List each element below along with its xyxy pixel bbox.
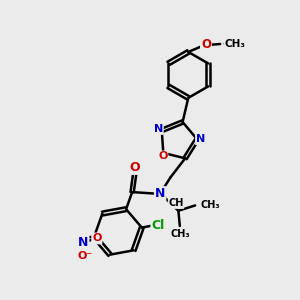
Text: CH₃: CH₃ — [200, 200, 220, 210]
Text: N: N — [155, 187, 165, 200]
Text: O: O — [130, 161, 140, 174]
Text: Cl: Cl — [152, 218, 165, 232]
Text: O: O — [201, 38, 211, 51]
Text: N: N — [196, 134, 205, 144]
Text: O: O — [92, 233, 101, 243]
Text: O: O — [158, 152, 167, 161]
Text: CH₃: CH₃ — [224, 39, 245, 49]
Text: N: N — [78, 236, 88, 249]
Text: O⁻: O⁻ — [78, 250, 93, 260]
Text: N: N — [154, 124, 163, 134]
Text: —: — — [222, 39, 232, 49]
Text: CH: CH — [168, 198, 184, 208]
Text: CH₃: CH₃ — [170, 229, 190, 239]
